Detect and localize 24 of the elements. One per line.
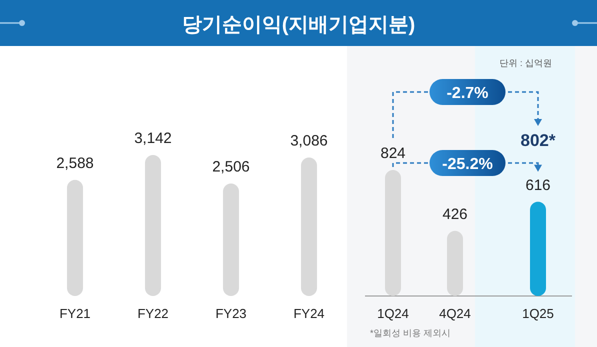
x-tick-label: FY22 [137, 306, 169, 321]
data-label: 3,086 [290, 132, 328, 150]
text: -2.7% [446, 85, 488, 102]
data-label: 2,588 [56, 154, 94, 172]
annotation: -25.2% [442, 156, 493, 173]
data-label: 2,506 [212, 158, 250, 176]
bar [223, 184, 239, 296]
data-label: 3,142 [134, 130, 172, 147]
x-tick-label: FY21 [59, 306, 91, 321]
data-label: 824 [380, 145, 406, 162]
text: *일회성 비용 제외시 [370, 328, 451, 338]
bar [67, 180, 83, 296]
text: 802* [520, 131, 556, 150]
x-tick-label: FY23 [215, 306, 247, 321]
x-tick-label: 1Q24 [377, 306, 409, 321]
data-label: 426 [442, 206, 468, 223]
x-tick-label: 1Q25 [522, 306, 554, 321]
text: 단위 : 십억원 [499, 58, 552, 68]
x-tick-label: 4Q24 [439, 306, 471, 321]
data-label: 616 [525, 176, 551, 194]
x-tick-label: FY24 [293, 306, 325, 321]
chart-title: 당기순이익(지배기업지분) [182, 14, 416, 36]
bar [301, 158, 317, 296]
bar [145, 155, 161, 296]
